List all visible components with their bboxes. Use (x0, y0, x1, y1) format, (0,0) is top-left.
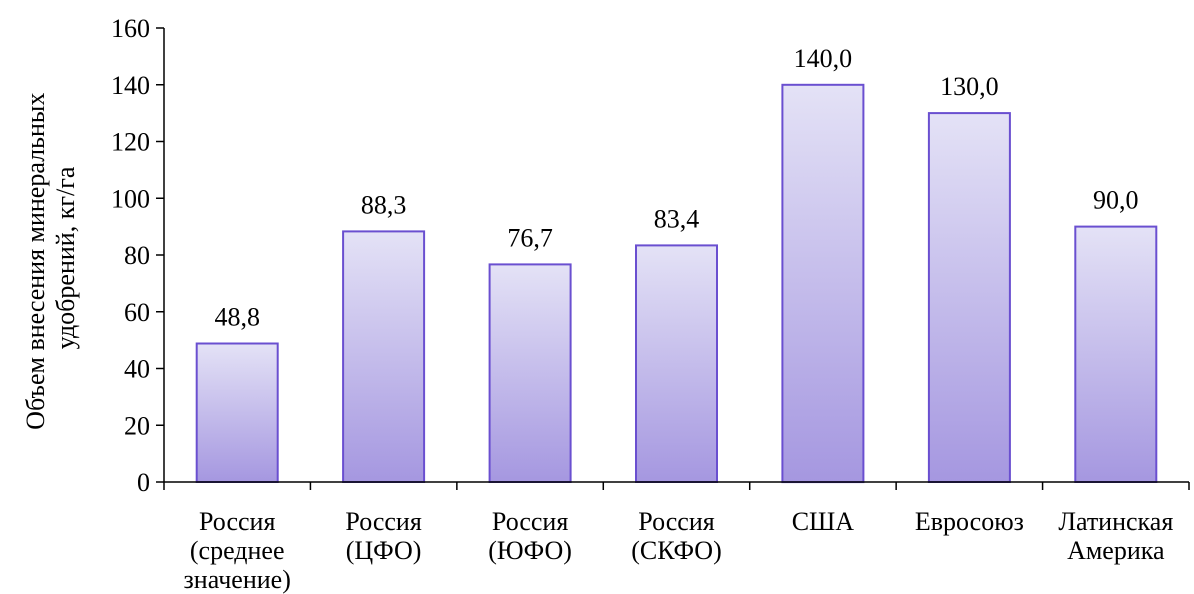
y-tick-label-7: 140 (111, 71, 150, 100)
y-tick-label-1: 20 (124, 411, 150, 440)
bar-5 (927, 112, 1011, 483)
data-label-4: 140,0 (794, 44, 853, 73)
y-axis-title-line-1: Объем внесения минеральных (21, 93, 50, 430)
bars-group (195, 83, 1158, 484)
bar-0 (195, 342, 279, 483)
bar-3 (635, 244, 718, 483)
y-ticks-group: 0 20 40 60 80 100 120 140 160 (111, 14, 164, 497)
data-labels-group: 48,8 88,3 76,7 83,4 140,0 130,0 90,0 (214, 44, 1138, 332)
y-tick-label-0: 0 (137, 468, 150, 497)
y-tick-label-6: 120 (111, 128, 150, 157)
bar-2 (488, 263, 572, 483)
data-label-6: 90,0 (1093, 186, 1139, 215)
data-label-5: 130,0 (940, 72, 999, 101)
bar-1 (342, 230, 426, 483)
category-label-5: Евросоюз (915, 507, 1024, 536)
category-label-4: США (792, 507, 855, 536)
category-labels-group: Россия (среднее значение) Россия (ЦФО) Россия… (163, 482, 1190, 594)
y-axis-title: Объем внесения минеральных удобрений, кг… (21, 86, 80, 430)
y-tick-label-2: 40 (124, 355, 150, 384)
y-tick-label-8: 160 (111, 14, 150, 43)
data-label-0: 48,8 (214, 303, 260, 332)
category-label-3: Россия (СКФО) (631, 507, 722, 565)
category-label-0: Россия (среднее значение) (184, 507, 291, 594)
y-tick-label-3: 60 (124, 298, 150, 327)
bar-4 (781, 83, 865, 484)
data-label-3: 83,4 (654, 204, 700, 233)
data-label-1: 88,3 (361, 190, 407, 219)
y-tick-label-5: 100 (111, 184, 150, 213)
y-tick-label-4: 80 (124, 241, 150, 270)
category-label-2: Россия (ЮФО) (488, 507, 572, 565)
y-axis-title-line-2: удобрений, кг/га (51, 166, 80, 349)
category-label-6: Латинская Америка (1058, 507, 1173, 565)
bar-6 (1074, 225, 1158, 483)
category-label-1: Россия (ЦФО) (345, 507, 421, 565)
data-label-2: 76,7 (507, 223, 553, 252)
